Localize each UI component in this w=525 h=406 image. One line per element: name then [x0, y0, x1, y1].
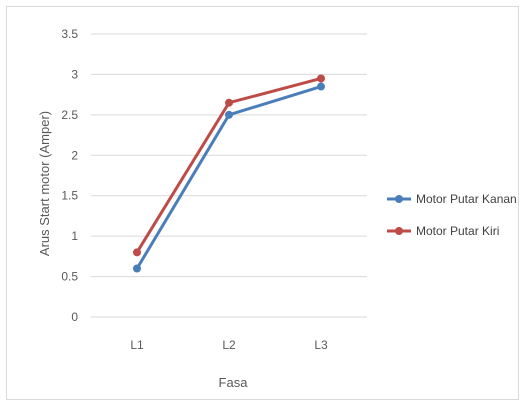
legend-item: Motor Putar Kiri — [387, 224, 499, 238]
legend-label: Motor Putar Kiri — [416, 224, 499, 238]
y-tick-label: 0.5 — [61, 270, 78, 284]
y-tick-label: 1.5 — [61, 189, 78, 203]
gridlines — [91, 33, 367, 318]
chart-frame: 0 0.5 1 1.5 2 2.5 3 3.5 L1 L2 L3 Arus Start motor… — [6, 6, 519, 400]
legend-label: Motor Putar Kanan — [416, 192, 517, 206]
y-tick-labels: 0 0.5 1 1.5 2 2.5 3 3.5 — [61, 27, 78, 324]
data-point — [225, 110, 233, 119]
legend: Motor Putar Kanan Motor Putar Kiri — [387, 192, 517, 238]
x-tick-labels: L1 L2 L3 — [130, 338, 328, 352]
y-tick-label: 1 — [71, 229, 78, 243]
y-tick-label: 0 — [71, 310, 78, 324]
x-tick-label: L3 — [314, 338, 328, 352]
series-2 — [133, 74, 325, 257]
legend-item: Motor Putar Kanan — [387, 192, 517, 206]
y-tick-label: 2.5 — [61, 108, 78, 122]
series-1 — [133, 82, 325, 273]
y-tick-label: 2 — [71, 148, 78, 162]
data-point — [133, 248, 141, 257]
y-tick-label: 3 — [71, 67, 78, 81]
series-group — [133, 74, 325, 273]
x-tick-label: L2 — [222, 338, 236, 352]
x-tick-label: L1 — [130, 338, 144, 352]
legend-marker — [395, 195, 403, 203]
data-point — [225, 98, 233, 107]
y-tick-label: 3.5 — [61, 27, 78, 41]
data-point — [317, 82, 325, 91]
legend-marker — [395, 227, 403, 235]
data-point — [133, 264, 141, 273]
data-point — [317, 74, 325, 83]
line-chart: 0 0.5 1 1.5 2 2.5 3 3.5 L1 L2 L3 Arus Start motor… — [37, 27, 517, 390]
y-axis-title: Arus Start motor (Amper) — [37, 111, 52, 256]
x-axis-title: Fasa — [219, 375, 249, 390]
